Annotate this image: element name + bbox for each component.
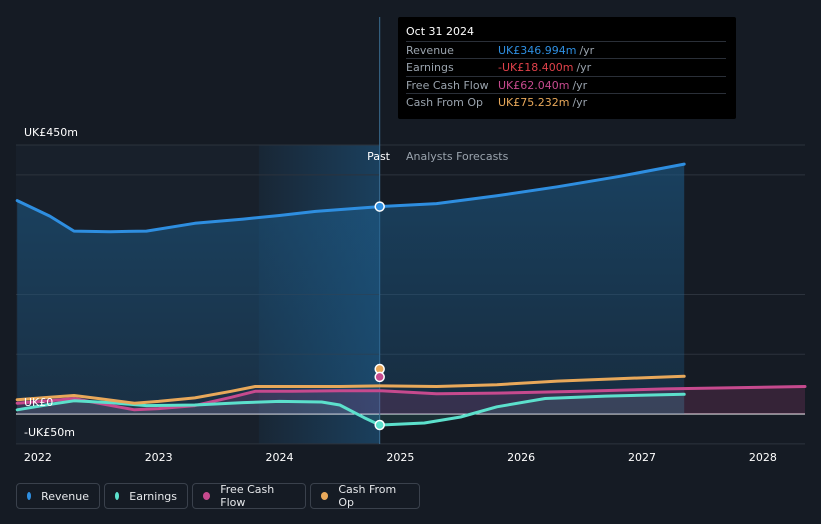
tooltip-row-cfo: Cash From Op UK£75.232m/yr [406,93,726,111]
revenue-area [17,164,685,414]
legend-dot-icon [203,492,211,500]
earnings-line [15,392,686,427]
y-label-top: UK£450m [24,126,78,139]
legend-dot-icon [321,492,329,500]
x-tick-label: 2028 [749,451,777,464]
x-tick-label: 2026 [507,451,535,464]
cfo-line [15,374,686,405]
section-past-label: Past [367,150,391,163]
fcf-marker [374,371,385,383]
tooltip-date: Oct 31 2024 [406,25,475,38]
legend-label: Earnings [129,489,177,503]
legend-item-earnings[interactable]: Earnings [104,483,188,509]
legend-item-fcf[interactable]: Free Cash Flow [192,483,306,509]
y-label-bottom: -UK£50m [24,426,75,439]
x-tick-label: 2023 [145,451,173,464]
tooltip-row-earnings: Earnings -UK£18.400m/yr [406,58,726,76]
legend-dot-icon [27,492,32,500]
tooltip-value: UK£62.040m/yr [498,79,588,92]
x-tick-label: 2025 [386,451,414,464]
revenue-line [15,162,686,234]
tooltip-row-fcf: Free Cash Flow UK£62.040m/yr [406,76,726,94]
tooltip: Oct 31 2024 Revenue UK£346.994m/yr Earni… [398,17,736,119]
tooltip-label: Earnings [406,61,454,74]
legend-dot-icon [115,492,120,500]
fcf-area [17,386,805,414]
x-tick-label: 2024 [266,451,294,464]
tooltip-value: -UK£18.400m/yr [498,61,592,74]
x-tick-label: 2027 [628,451,656,464]
tooltip-row-revenue: Revenue UK£346.994m/yr [406,41,726,59]
section-forecast-label: Analysts Forecasts [406,150,509,163]
tooltip-label: Free Cash Flow [406,79,489,92]
tooltip-value: UK£75.232m/yr [498,96,588,109]
legend-label: Cash From Op [338,483,397,509]
legend-item-revenue[interactable]: Revenue [16,483,100,509]
legend: Revenue Earnings Free Cash Flow Cash Fro… [16,483,420,511]
legend-label: Revenue [41,489,89,503]
tooltip-label: Revenue [406,44,454,57]
earnings-marker [374,419,385,431]
tooltip-value: UK£346.994m/yr [498,44,595,57]
legend-label: Free Cash Flow [220,483,275,509]
tooltip-label: Cash From Op [406,96,484,109]
x-tick-label: 2022 [24,451,52,464]
legend-item-cfo[interactable]: Cash From Op [310,483,420,509]
revenue-marker [374,201,385,212]
y-label-zero: UK£0 [24,396,53,409]
